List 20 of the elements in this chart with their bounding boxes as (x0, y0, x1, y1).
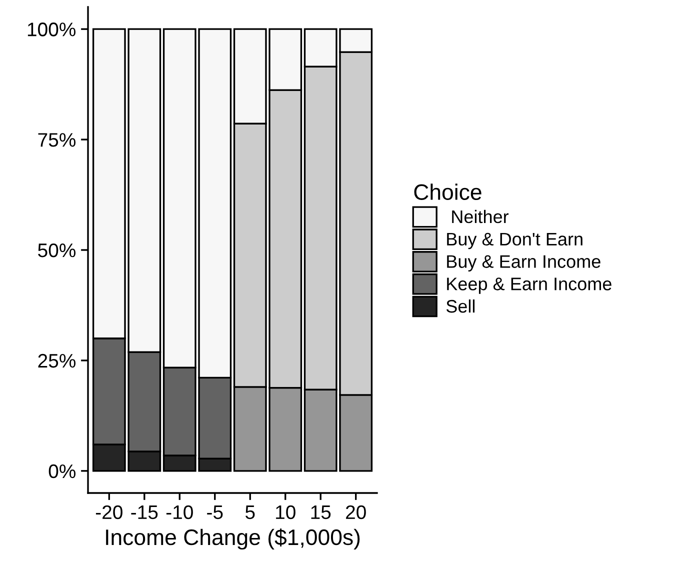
y-tick-label: 100% (28, 22, 76, 36)
legend-label: Buy & Earn Income (447, 255, 600, 272)
y-tick-label: 50% (38, 243, 76, 258)
legend-label: Keep & Earn Income (447, 278, 612, 294)
legend-label: Sell (446, 299, 475, 313)
x-tick-label: -20 (96, 505, 122, 520)
x-axis-title: Income Change ($1,000s) (106, 528, 360, 550)
y-tick-label: 75% (38, 133, 76, 147)
x-tick-label: -10 (166, 505, 193, 520)
x-tick-label: 15 (311, 506, 331, 520)
x-tick-label: 5 (245, 506, 255, 520)
legend-title: Choice (414, 184, 482, 200)
x-tick-label: 10 (276, 505, 296, 520)
x-tick-label: 20 (346, 505, 366, 520)
y-tick-label: 25% (38, 354, 76, 368)
legend-label: Buy & Don't Earn (447, 232, 582, 250)
y-tick-label: 0% (48, 464, 76, 478)
x-tick-label: -5 (207, 506, 223, 520)
x-tick-label: -15 (131, 506, 158, 520)
legend-label: Neither (452, 210, 509, 224)
